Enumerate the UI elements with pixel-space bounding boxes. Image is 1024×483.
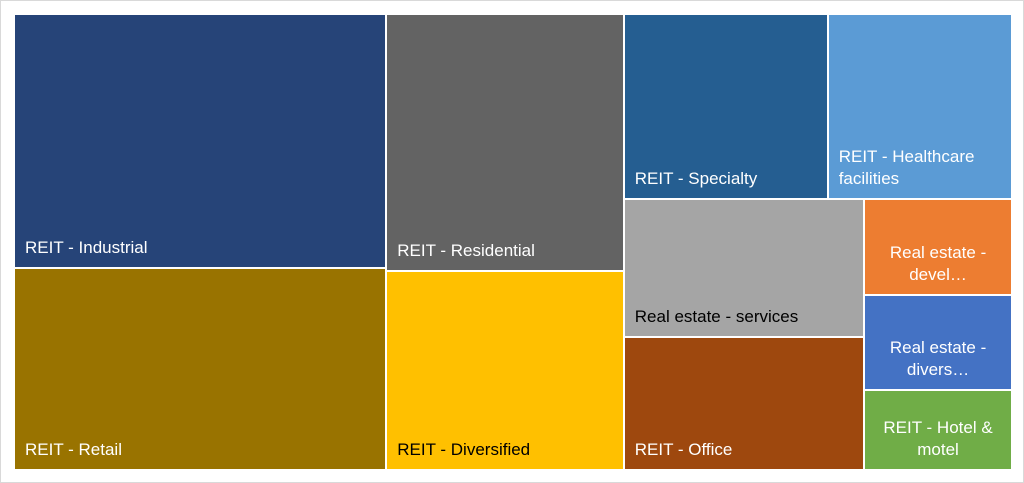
tile: REIT - Diversified <box>387 271 623 469</box>
tile-label: REIT - Residential <box>397 240 535 260</box>
tile: REIT - Retail <box>15 269 386 469</box>
tile: Real estate - divers… <box>865 295 1011 389</box>
tile: REIT - Office <box>624 338 864 469</box>
tile-label: REIT - Industrial <box>25 238 148 258</box>
tile-label: REIT - Office <box>634 439 733 459</box>
tile-label: REIT - Diversified <box>397 439 531 459</box>
tile: REIT - Industrial <box>15 15 386 268</box>
tile: Real estate - devel… <box>865 200 1011 294</box>
tile-label: Real estate - services <box>634 307 799 327</box>
tile-label: Real estate - devel… <box>889 242 987 284</box>
tile: Real estate - services <box>624 200 864 337</box>
tile-label: REIT - Hotel & motel <box>883 417 993 459</box>
tile: REIT - Specialty <box>624 15 827 199</box>
tile-label: REIT - Retail <box>25 439 122 459</box>
tile: REIT - Residential <box>387 15 623 270</box>
tile-label: REIT - Healthcare facilities <box>838 147 975 189</box>
tile-label: REIT - Specialty <box>634 169 758 189</box>
tile-label: Real estate - divers… <box>889 337 987 379</box>
tile: REIT - Hotel & motel <box>865 390 1011 469</box>
tile: REIT - Healthcare facilities <box>828 15 1011 199</box>
